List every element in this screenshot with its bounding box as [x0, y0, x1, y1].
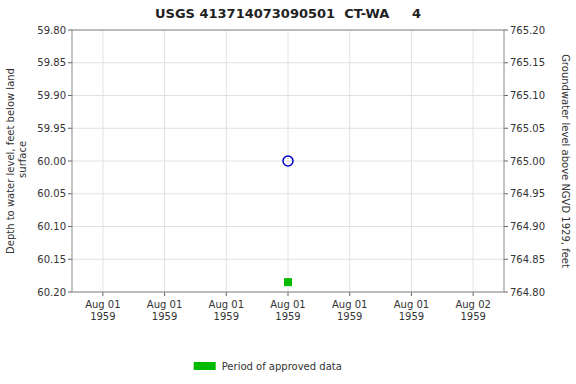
- tick-label: 765.05: [510, 123, 545, 134]
- grid-line: [411, 30, 412, 292]
- grid-line: [226, 30, 227, 292]
- tick: [102, 292, 103, 296]
- tick-label: 59.90: [37, 90, 66, 101]
- tick: [504, 128, 508, 129]
- legend-label: Period of approved data: [222, 361, 342, 372]
- tick-label: 60.20: [37, 287, 66, 298]
- tick-label: Aug 011959: [85, 299, 120, 322]
- tick-label: 59.85: [37, 57, 66, 68]
- tick-label: Aug 011959: [270, 299, 305, 322]
- tick-label: 60.15: [37, 254, 66, 265]
- tick: [68, 128, 72, 129]
- tick-label: 60.00: [37, 156, 66, 167]
- tick: [68, 226, 72, 227]
- tick-label: 765.20: [510, 25, 545, 36]
- tick: [288, 292, 289, 296]
- tick: [68, 259, 72, 260]
- grid-line: [473, 30, 474, 292]
- title: USGS 413714073090501 CT-WA 4: [155, 6, 421, 21]
- tick: [226, 292, 227, 296]
- tick: [504, 62, 508, 63]
- tick: [504, 292, 508, 293]
- tick: [68, 292, 72, 293]
- tick: [68, 95, 72, 96]
- tick: [68, 30, 72, 31]
- tick-label: 765.00: [510, 156, 545, 167]
- grid-line: [288, 30, 289, 292]
- grid-line: [349, 30, 350, 292]
- tick-label: 60.05: [37, 188, 66, 199]
- tick-label: 764.85: [510, 254, 545, 265]
- tick-label: 59.80: [37, 25, 66, 36]
- tick: [68, 62, 72, 63]
- tick: [411, 292, 412, 296]
- tick: [504, 161, 508, 162]
- tick-label: Aug 011959: [147, 299, 182, 322]
- axis-label: Groundwater level above NGVD 1929, feet: [560, 54, 571, 268]
- legend-swatch: [194, 362, 216, 370]
- tick: [504, 226, 508, 227]
- tick-label: Aug 011959: [209, 299, 244, 322]
- tick-label: 60.10: [37, 221, 66, 232]
- grid-line: [102, 30, 103, 292]
- tick-label: 765.15: [510, 57, 545, 68]
- point: [283, 156, 293, 166]
- tick-label: 59.95: [37, 123, 66, 134]
- chart: USGS 413714073090501 CT-WA 4 59.80 59.85 59…: [0, 0, 576, 384]
- tick: [504, 193, 508, 194]
- tick: [504, 259, 508, 260]
- tick: [68, 193, 72, 194]
- legend: Period of approved data: [194, 361, 342, 372]
- tick-label: 764.90: [510, 221, 545, 232]
- tick: [504, 30, 508, 31]
- grid: [72, 30, 504, 292]
- tick-label: Aug 021959: [455, 299, 490, 322]
- point: [285, 279, 292, 286]
- tick: [504, 95, 508, 96]
- tick-label: 764.95: [510, 188, 545, 199]
- tick: [164, 292, 165, 296]
- marks: [283, 156, 293, 286]
- plot-frame: [72, 30, 504, 292]
- tick-label: 764.80: [510, 287, 545, 298]
- tick: [68, 161, 72, 162]
- grid-line: [164, 30, 165, 292]
- tick: [473, 292, 474, 296]
- axis-label: Depth to water level, feet below land su…: [5, 68, 28, 254]
- tick-label: Aug 011959: [332, 299, 367, 322]
- tick-label: 765.10: [510, 90, 545, 101]
- tick: [349, 292, 350, 296]
- tick-label: Aug 011959: [394, 299, 429, 322]
